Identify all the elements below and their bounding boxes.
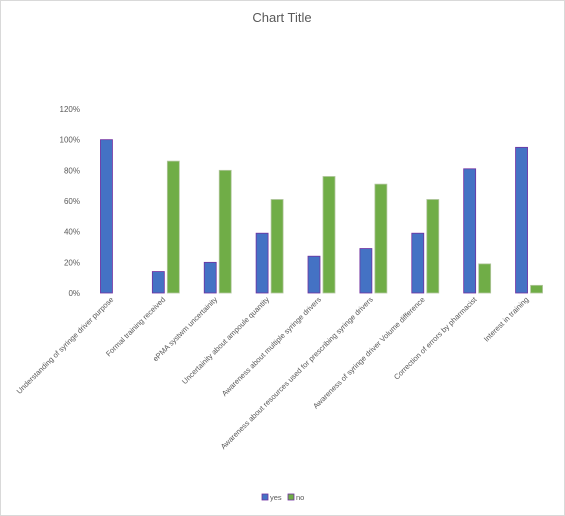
bar-no [374,183,388,294]
bar-no [426,199,440,294]
category-label: Interest in training [482,295,531,344]
legend-swatch [261,493,269,501]
bar-yes [307,255,321,294]
y-tick-label: 100% [60,136,80,145]
legend-item-yes: yes [261,493,282,502]
y-axis: 0% 20% 40% 60% 80% 100% 120% [60,105,80,298]
bar-yes [203,261,217,294]
legend-item-no: no [287,493,304,502]
bar-no [322,176,336,294]
bar-no [166,160,180,294]
bar-yes [359,248,373,294]
legend: yes no [261,493,304,502]
category-label: Understanding of syringe driver purpose [15,295,116,396]
legend-label: no [296,493,304,502]
category-labels: Understanding of syringe driver purposeF… [15,294,531,451]
bar-no [218,169,232,294]
category-label: Awareness about multiple syringe drivers [220,295,323,398]
bar-yes [255,232,269,294]
y-tick-label: 0% [68,289,80,298]
y-tick-label: 80% [64,166,80,175]
bar-yes [411,232,425,294]
legend-swatch [287,493,295,501]
bar-no [530,284,543,294]
y-tick-label: 60% [64,197,80,206]
bar-yes [463,168,477,294]
y-tick-label: 120% [60,105,80,114]
chart-title: Chart Title [252,10,311,25]
bar-yes [100,139,113,294]
legend-label: yes [270,493,282,502]
bar-yes [515,146,528,294]
category-label: Uncertainity about ampoule quantity [180,295,271,386]
bars [100,139,543,294]
bar-yes [151,271,165,294]
y-tick-label: 20% [64,258,80,267]
y-tick-label: 40% [64,228,80,237]
bar-no [270,199,284,294]
category-label: Correction of errors by pharmacist [392,294,479,381]
category-label: Awareness of syringe driver Volume diffe… [311,295,427,411]
bar-no [478,263,492,294]
